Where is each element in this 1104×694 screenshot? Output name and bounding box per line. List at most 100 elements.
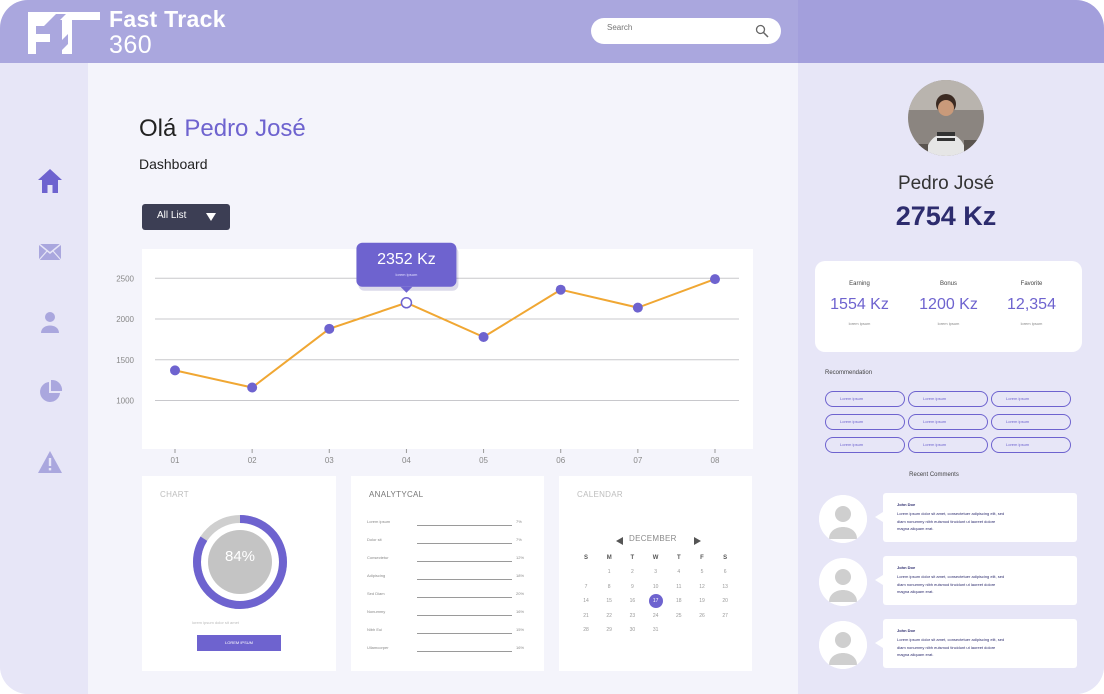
profile-panel: Pedro José 2754 Kz Earning 1554 Kz lorem…: [798, 63, 1104, 694]
stat-sub: lorem ipsum: [848, 321, 871, 326]
comment-text: Lorem ipsum dolor sit amet, consectetuer…: [897, 511, 1005, 531]
analytical-row: Consectetur 12%: [367, 555, 527, 565]
calendar-day[interactable]: 22: [606, 612, 612, 619]
data-point[interactable]: [170, 365, 180, 376]
calendar-day[interactable]: 23: [629, 612, 636, 619]
recommendation-chip[interactable]: Lorem ipsum: [908, 391, 988, 407]
mail-icon[interactable]: [37, 239, 63, 265]
data-point-highlighted[interactable]: [400, 297, 413, 309]
pie-chart-icon[interactable]: [37, 379, 63, 405]
warning-icon[interactable]: [37, 449, 63, 475]
recommendation-chip[interactable]: Lorem ipsum: [908, 414, 988, 430]
calendar-day[interactable]: 10: [652, 583, 659, 590]
list-filter-dropdown[interactable]: All List: [142, 204, 230, 230]
calendar-weekday: M: [606, 555, 612, 561]
donut-chart: [193, 515, 287, 609]
calendar-day[interactable]: 11: [676, 583, 682, 590]
calendar-day[interactable]: 18: [676, 598, 682, 604]
recommendation-chip[interactable]: Lorem ipsum: [991, 437, 1071, 453]
data-point[interactable]: [324, 323, 335, 334]
calendar-day[interactable]: 20: [722, 598, 728, 604]
chart-card: CHART 84% lorem ipsum dolor sit amet LOR…: [142, 476, 336, 671]
calendar-day[interactable]: 15: [606, 598, 612, 604]
analytical-row-value: 15%: [516, 627, 525, 632]
calendar-day[interactable]: 3: [654, 569, 657, 575]
comment-avatar-icon[interactable]: [819, 495, 867, 543]
calendar-day[interactable]: 19: [699, 598, 705, 604]
comment-avatar-icon[interactable]: [819, 558, 867, 606]
data-point[interactable]: [555, 284, 566, 295]
calendar-day[interactable]: 17: [652, 598, 659, 604]
search-icon[interactable]: [755, 24, 769, 38]
calendar-day[interactable]: 5: [700, 569, 704, 575]
calendar-weekday: F: [700, 555, 704, 561]
y-tick-label: 1500: [116, 356, 134, 365]
analytical-row-value: 16%: [516, 645, 525, 650]
calendar-day[interactable]: 9: [631, 583, 634, 590]
stat-earning: Earning 1554 Kz lorem ipsum: [815, 261, 904, 352]
calendar-day[interactable]: 27: [722, 612, 728, 619]
y-tick-label: 1000: [116, 397, 134, 406]
comment-bubble: John Doe Lorem ipsum dolor sit amet, cons…: [875, 493, 1077, 542]
y-tick-label: 2500: [116, 274, 134, 283]
stat-label: Earning: [849, 281, 870, 287]
analytical-row: Dolor sit 7%: [367, 537, 527, 547]
calendar-day[interactable]: 13: [722, 583, 728, 590]
calendar-day[interactable]: 29: [606, 627, 612, 633]
calendar-day[interactable]: 6: [723, 569, 727, 575]
calendar-day[interactable]: 30: [629, 627, 636, 633]
home-icon[interactable]: [37, 168, 63, 194]
recommendation-chip[interactable]: Lorem ipsum: [991, 391, 1071, 407]
calendar-day[interactable]: 26: [699, 612, 705, 619]
calendar-day[interactable]: 31: [652, 627, 659, 633]
recommendation-chip[interactable]: Lorem ipsum: [908, 437, 988, 453]
greeting-hello: Olá: [139, 115, 177, 142]
profile-avatar[interactable]: [908, 80, 984, 156]
recommendation-chip[interactable]: Lorem ipsum: [825, 414, 905, 430]
analytical-row-line: [417, 543, 512, 544]
data-point[interactable]: [710, 274, 720, 285]
recommendation-chip[interactable]: Lorem ipsum: [825, 437, 905, 453]
calendar-day[interactable]: 16: [629, 598, 636, 604]
calendar-day[interactable]: 4: [677, 569, 681, 575]
analytical-row-value: 12%: [516, 555, 525, 560]
profile-name: Pedro José: [897, 173, 995, 194]
top-bar-right: [798, 0, 1104, 63]
stat-sub: lorem ipsum: [1020, 321, 1043, 326]
search-input[interactable]: [607, 23, 757, 32]
analytical-row: Ullamcorper 16%: [367, 645, 527, 655]
data-point[interactable]: [478, 331, 489, 342]
data-point[interactable]: [247, 382, 258, 393]
brand-name: Fast Track: [109, 6, 226, 32]
analytical-card: ANALYTYCAL Lorem ipsum 7% Dolor sit 7% Conse…: [351, 476, 544, 671]
search-bar[interactable]: [591, 18, 781, 44]
comment-author: John Doe: [897, 565, 916, 570]
calendar-day[interactable]: 7: [584, 583, 588, 590]
calendar-day[interactable]: 25: [676, 612, 682, 619]
page-title: Dashboard: [139, 156, 208, 172]
calendar-weekday: S: [723, 555, 728, 561]
calendar-day[interactable]: 14: [583, 598, 589, 604]
data-point[interactable]: [632, 302, 643, 313]
recommendation-chip[interactable]: Lorem ipsum: [825, 391, 905, 407]
calendar-day[interactable]: 8: [607, 583, 611, 590]
user-icon[interactable]: [37, 309, 63, 335]
stat-label: Bonus: [939, 281, 957, 287]
chart-card-button[interactable]: LOREM IPSUM: [197, 635, 281, 651]
calendar-day[interactable]: 12: [699, 583, 705, 590]
calendar-day[interactable]: 2: [631, 569, 634, 575]
calendar-day[interactable]: 21: [583, 612, 589, 619]
line-chart: 1000 1500 2000 2500 01 02 03 04 05 06 07 08 2352 Kz l…: [116, 242, 739, 465]
calendar-next-icon[interactable]: [694, 537, 701, 545]
logo-icon: [28, 12, 100, 54]
caret-down-icon: [206, 213, 216, 221]
calendar-day[interactable]: 1: [607, 569, 611, 575]
tooltip-pointer: [400, 286, 413, 293]
recommendation-chip[interactable]: Lorem ipsum: [991, 414, 1071, 430]
calendar-prev-icon[interactable]: [616, 537, 623, 545]
recommendation-title: Recommendation: [825, 370, 873, 376]
comment-avatar-icon[interactable]: [819, 621, 867, 669]
calendar-day[interactable]: 24: [652, 612, 659, 619]
analytical-row-label: Adipiscing: [367, 573, 386, 578]
calendar-day[interactable]: 28: [583, 627, 589, 633]
